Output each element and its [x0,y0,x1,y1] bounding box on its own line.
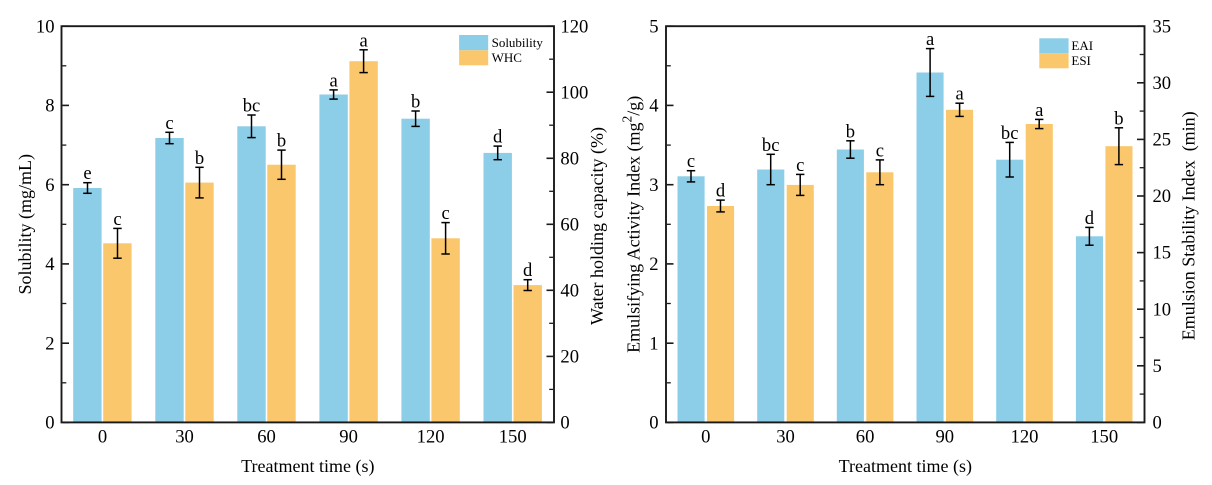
svg-text:60: 60 [560,214,579,235]
svg-text:c: c [796,155,804,176]
svg-text:c: c [113,209,121,230]
svg-text:5: 5 [649,16,658,37]
svg-text:c: c [441,203,449,224]
svg-text:15: 15 [1153,243,1172,264]
svg-text:0: 0 [649,413,658,434]
svg-text:35: 35 [1153,16,1172,37]
svg-text:a: a [926,29,934,50]
svg-text:5: 5 [1153,356,1162,377]
svg-text:4: 4 [649,96,658,117]
svg-text:80: 80 [560,148,579,169]
svg-text:0: 0 [45,413,54,434]
svg-text:c: c [876,140,884,161]
svg-text:90: 90 [339,427,358,448]
svg-text:Treatment time (s): Treatment time (s) [241,456,374,477]
svg-text:d: d [523,260,533,281]
svg-text:bc: bc [1001,123,1019,144]
svg-text:Emulsifying Activity Index (mg: Emulsifying Activity Index (mg2/g) [620,96,645,353]
svg-text:Solubility: Solubility [492,35,544,50]
svg-text:0: 0 [701,427,710,448]
svg-text:b: b [846,121,855,142]
svg-text:20: 20 [1153,186,1172,207]
svg-text:0: 0 [560,413,569,434]
svg-text:Treatment time (s): Treatment time (s) [839,456,972,477]
svg-text:1: 1 [649,333,658,354]
svg-text:90: 90 [936,427,955,448]
svg-text:c: c [687,151,695,172]
svg-text:d: d [493,127,503,148]
svg-text:3: 3 [649,175,658,196]
svg-text:25: 25 [1153,130,1172,151]
svg-text:b: b [277,131,286,152]
svg-text:d: d [1085,208,1095,229]
svg-text:150: 150 [1090,427,1118,448]
svg-text:ESI: ESI [1071,53,1091,68]
svg-text:120: 120 [1011,427,1039,448]
svg-text:20: 20 [560,347,579,368]
svg-text:0: 0 [1153,413,1162,434]
svg-text:0: 0 [98,427,107,448]
svg-text:b: b [411,92,420,113]
svg-text:120: 120 [560,16,588,37]
svg-text:40: 40 [560,280,579,301]
svg-text:2: 2 [649,254,658,275]
svg-text:Emulsion Stability Index (min: Emulsion Stability Index (min) [1178,111,1199,340]
svg-text:60: 60 [257,427,276,448]
svg-text:Water holding capacity (%): Water holding capacity (%) [587,127,608,325]
svg-text:a: a [359,30,367,51]
svg-text:4: 4 [45,254,54,275]
svg-text:e: e [83,163,91,184]
svg-text:a: a [329,70,337,91]
svg-text:30: 30 [175,427,194,448]
svg-text:a: a [1035,100,1043,121]
svg-text:Solubility (mg/mL): Solubility (mg/mL) [15,154,36,295]
svg-text:10: 10 [36,16,55,37]
svg-text:150: 150 [499,427,527,448]
svg-text:bc: bc [243,96,261,117]
svg-text:60: 60 [856,427,875,448]
svg-text:6: 6 [45,175,54,196]
svg-text:30: 30 [776,427,795,448]
svg-text:d: d [716,181,726,202]
svg-text:8: 8 [45,96,54,117]
svg-text:2: 2 [45,333,54,354]
svg-text:bc: bc [762,135,780,156]
svg-text:120: 120 [417,427,445,448]
svg-text:c: c [165,113,173,134]
svg-text:b: b [195,148,204,169]
svg-text:30: 30 [1153,73,1172,94]
svg-text:100: 100 [560,82,588,103]
svg-text:b: b [1114,108,1123,129]
svg-text:WHC: WHC [492,50,522,65]
svg-text:a: a [955,84,963,105]
svg-text:10: 10 [1153,299,1172,320]
svg-text:EAI: EAI [1071,38,1093,53]
